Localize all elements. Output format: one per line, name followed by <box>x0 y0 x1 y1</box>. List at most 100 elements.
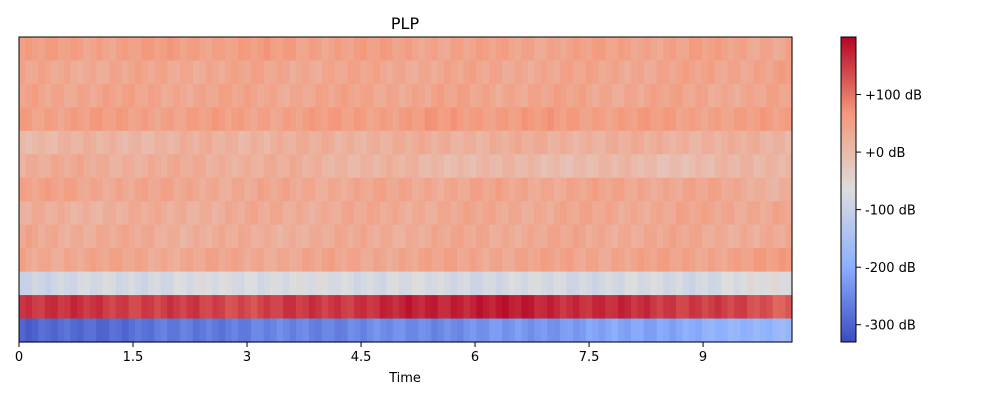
heatmap-cell <box>643 295 651 320</box>
heatmap-cell <box>128 83 136 108</box>
heatmap-cell <box>547 295 555 320</box>
heatmap-cell <box>64 83 72 108</box>
heatmap-cell <box>482 154 490 179</box>
heatmap-cell <box>134 295 142 320</box>
heatmap-cell <box>727 271 735 296</box>
heatmap-cell <box>25 154 33 179</box>
heatmap-cell <box>418 271 426 296</box>
heatmap-cell <box>637 177 645 202</box>
heatmap-cell <box>19 83 27 108</box>
heatmap-cell <box>708 248 716 273</box>
heatmap-cell <box>618 295 626 320</box>
heatmap-cell <box>682 248 690 273</box>
heatmap-cell <box>257 318 265 343</box>
heatmap-cell <box>44 295 52 320</box>
heatmap-cell <box>695 177 703 202</box>
heatmap-cell <box>147 224 155 249</box>
heatmap-cell <box>476 37 484 62</box>
heatmap-cell <box>270 154 278 179</box>
heatmap-cell <box>611 201 619 226</box>
heatmap-cell <box>411 271 419 296</box>
heatmap-cell <box>669 60 677 85</box>
heatmap-cell <box>109 295 117 320</box>
heatmap-cell <box>650 37 658 62</box>
heatmap-cell <box>759 248 767 273</box>
heatmap-cell <box>147 107 155 132</box>
heatmap-cell <box>643 318 651 343</box>
heatmap-cell <box>386 248 394 273</box>
heatmap-cell <box>167 224 175 249</box>
heatmap-cell <box>721 177 729 202</box>
heatmap-cell <box>540 154 548 179</box>
heatmap-cell <box>740 318 748 343</box>
heatmap-cell <box>592 318 600 343</box>
heatmap-cell <box>115 154 123 179</box>
heatmap-cell <box>122 271 130 296</box>
heatmap-cell <box>502 248 510 273</box>
heatmap-cell <box>772 248 780 273</box>
heatmap-cell <box>714 130 722 155</box>
heatmap-cell <box>527 37 535 62</box>
heatmap-cell <box>205 83 213 108</box>
heatmap-cell <box>527 130 535 155</box>
heatmap-cell <box>250 37 258 62</box>
heatmap-cell <box>334 295 342 320</box>
heatmap-cell <box>482 107 490 132</box>
heatmap-cell <box>502 154 510 179</box>
heatmap-cell <box>109 201 117 226</box>
heatmap-cell <box>585 154 593 179</box>
heatmap-cell <box>205 318 213 343</box>
heatmap-cell <box>701 201 709 226</box>
heatmap-cell <box>566 130 574 155</box>
heatmap-cell <box>289 248 297 273</box>
heatmap-cell <box>295 60 304 85</box>
heatmap-cell <box>373 248 381 273</box>
heatmap-cell <box>437 248 445 273</box>
heatmap-cell <box>515 295 523 320</box>
heatmap-cell <box>624 83 632 108</box>
heatmap-cell <box>785 318 793 343</box>
heatmap-cell <box>450 295 458 320</box>
heatmap-cell <box>270 271 278 296</box>
heatmap-cell <box>399 177 407 202</box>
heatmap-cell <box>734 295 742 320</box>
heatmap-cell <box>289 154 297 179</box>
heatmap-cell <box>122 177 130 202</box>
heatmap-cell <box>257 224 265 249</box>
heatmap-cell <box>734 224 742 249</box>
heatmap-cell <box>347 107 355 132</box>
heatmap-cell <box>122 37 130 62</box>
heatmap-cell <box>276 224 284 249</box>
x-tick-label: 4.5 <box>351 350 372 365</box>
heatmap-cell <box>102 318 110 343</box>
heatmap-cell <box>128 224 136 249</box>
heatmap-cell <box>257 201 265 226</box>
heatmap-cell <box>392 154 400 179</box>
heatmap-cell <box>308 248 316 273</box>
heatmap-cell <box>180 107 188 132</box>
heatmap-cell <box>572 201 581 226</box>
heatmap-cell <box>225 271 233 296</box>
heatmap-cell <box>663 37 671 62</box>
heatmap-cell <box>353 248 362 273</box>
heatmap-cell <box>515 37 523 62</box>
heatmap-cell <box>250 295 258 320</box>
heatmap-cell <box>708 60 716 85</box>
heatmap-cell <box>405 130 413 155</box>
heatmap-cell <box>192 318 200 343</box>
heatmap-cell <box>579 201 587 226</box>
heatmap-cell <box>25 83 33 108</box>
heatmap-cell <box>315 83 323 108</box>
heatmap-cell <box>676 271 684 296</box>
heatmap-cell <box>469 37 477 62</box>
heatmap-cell <box>489 107 497 132</box>
heatmap-cell <box>405 60 413 85</box>
heatmap-cell <box>392 130 400 155</box>
heatmap-cell <box>270 60 278 85</box>
heatmap-cell <box>70 224 78 249</box>
heatmap-cell <box>238 107 246 132</box>
heatmap-cell <box>186 83 194 108</box>
heatmap-cell <box>173 154 181 179</box>
heatmap-cell <box>753 154 761 179</box>
heatmap-cell <box>714 295 722 320</box>
